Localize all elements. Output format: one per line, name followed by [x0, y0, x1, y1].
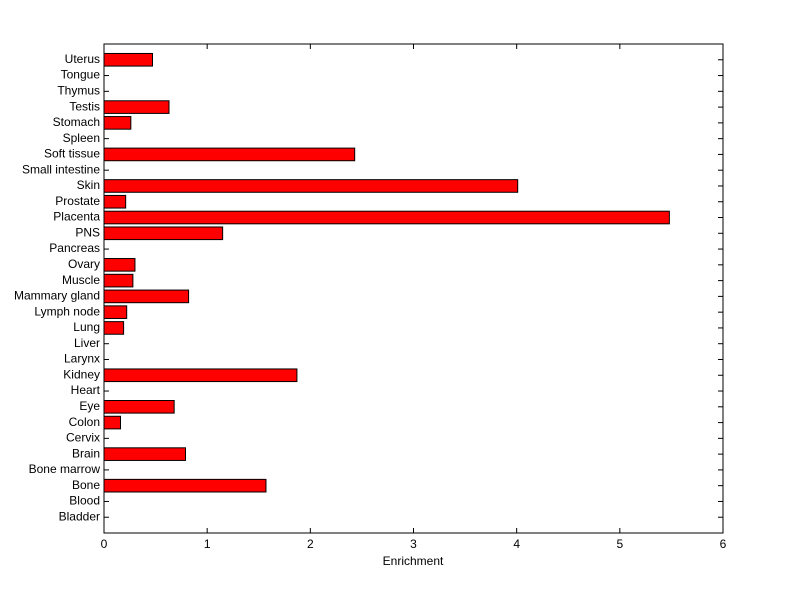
y-tick-label: Colon: [69, 415, 100, 429]
bar: [103, 147, 356, 162]
bar: [103, 52, 153, 67]
bar: [103, 478, 267, 493]
bar: [103, 399, 175, 414]
y-tick-label: Kidney: [63, 367, 100, 381]
bar: [103, 305, 128, 319]
bar: [103, 447, 187, 461]
y-tick-label: Spleen: [63, 131, 100, 145]
y-tick-label: Small intestine: [22, 162, 100, 176]
bar: [103, 100, 170, 114]
y-tick-label: Bone marrow: [29, 462, 101, 476]
y-tick-label: Prostate: [55, 194, 100, 208]
bar: [103, 258, 136, 272]
y-tick-label: Muscle: [62, 273, 100, 287]
y-tick-label: Mammary gland: [14, 289, 100, 303]
y-tick-label: Placenta: [53, 210, 100, 224]
y-tick-label: Thymus: [57, 83, 100, 97]
x-axis-label: Enrichment: [383, 554, 444, 568]
y-tick-label: Lung: [73, 320, 100, 334]
bar: [103, 368, 298, 383]
y-tick-label: Larynx: [64, 352, 100, 366]
x-tick-label: 2: [307, 537, 314, 551]
y-tick-label: Liver: [74, 336, 100, 350]
y-tick-label: Lymph node: [34, 304, 100, 318]
y-tick-label: Heart: [71, 383, 101, 397]
y-tick-label: Brain: [72, 446, 100, 460]
plot-area: [103, 43, 724, 534]
y-tick-label: Bladder: [59, 509, 100, 523]
y-tick-label: Tongue: [61, 68, 101, 82]
y-tick-label: Pancreas: [49, 241, 100, 255]
bar: [103, 226, 224, 241]
bar: [103, 194, 127, 209]
y-tick-label: Eye: [79, 399, 100, 413]
y-tick-label: Blood: [69, 494, 100, 508]
x-tick-label: 4: [513, 537, 520, 551]
bar: [103, 116, 132, 130]
bar: [103, 289, 190, 304]
y-tick-label: Soft tissue: [44, 147, 100, 161]
y-tick-label: Bone: [72, 478, 100, 492]
bar: [103, 321, 125, 335]
x-tick-label: 1: [204, 537, 211, 551]
x-tick-label: 5: [616, 537, 623, 551]
y-tick-label: Ovary: [68, 257, 100, 271]
x-tick-label: 0: [101, 537, 108, 551]
bar: [103, 273, 134, 288]
bar: [103, 415, 122, 430]
y-tick-label: Cervix: [66, 431, 100, 445]
y-tick-label: Uterus: [65, 52, 100, 66]
x-tick-label: 3: [410, 537, 417, 551]
y-tick-label: Stomach: [53, 115, 100, 129]
x-tick-label: 6: [720, 537, 727, 551]
y-tick-label: Testis: [69, 99, 100, 113]
y-tick-label: PNS: [75, 225, 100, 239]
bar: [103, 210, 670, 225]
y-tick-label: Skin: [77, 178, 100, 192]
bar: [103, 179, 519, 193]
